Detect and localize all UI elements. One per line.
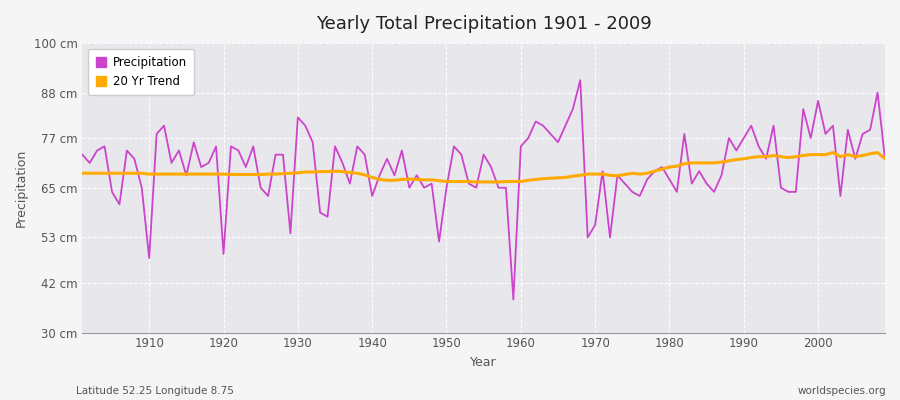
X-axis label: Year: Year <box>471 356 497 369</box>
Y-axis label: Precipitation: Precipitation <box>15 149 28 227</box>
Title: Yearly Total Precipitation 1901 - 2009: Yearly Total Precipitation 1901 - 2009 <box>316 15 652 33</box>
Legend: Precipitation, 20 Yr Trend: Precipitation, 20 Yr Trend <box>88 49 194 95</box>
Text: worldspecies.org: worldspecies.org <box>798 386 886 396</box>
Text: Latitude 52.25 Longitude 8.75: Latitude 52.25 Longitude 8.75 <box>76 386 234 396</box>
